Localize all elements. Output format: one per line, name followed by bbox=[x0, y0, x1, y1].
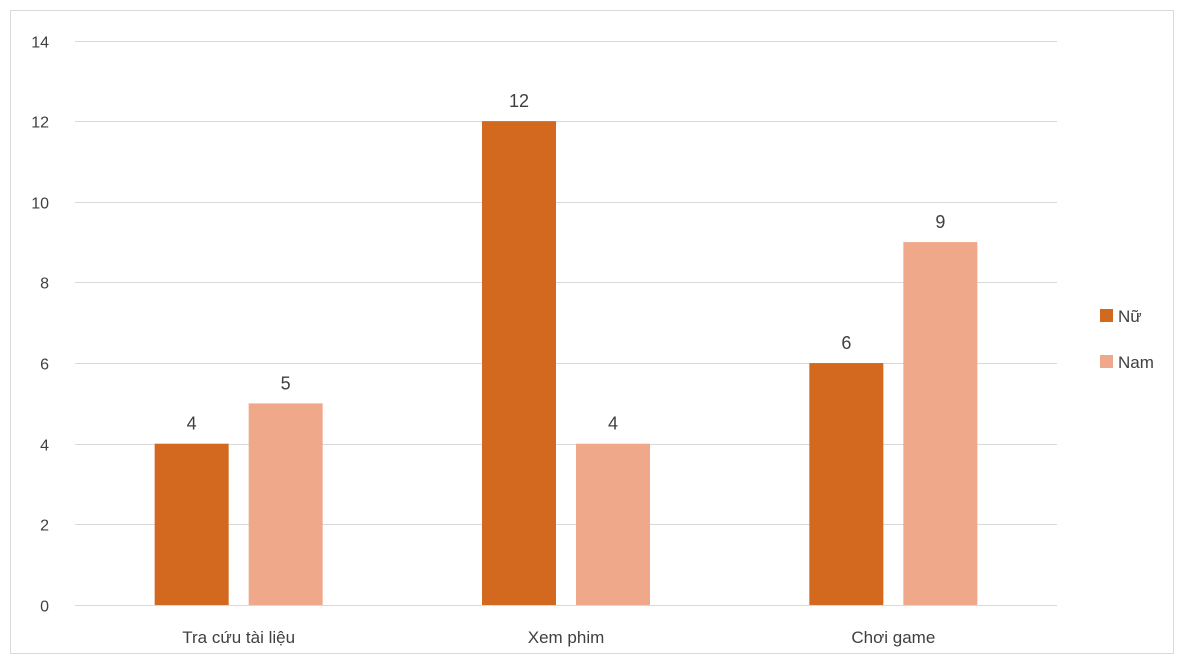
data-label: 4 bbox=[187, 414, 197, 434]
legend-label: Nữ bbox=[1118, 307, 1142, 326]
bar-nu bbox=[482, 121, 556, 605]
bar-nam bbox=[576, 444, 650, 605]
data-label: 9 bbox=[935, 212, 945, 232]
y-tick-label: 12 bbox=[31, 115, 49, 132]
legend-swatch bbox=[1100, 355, 1113, 368]
y-tick-label: 0 bbox=[40, 599, 49, 616]
y-tick-label: 14 bbox=[31, 35, 49, 52]
y-tick-label: 2 bbox=[40, 518, 49, 535]
bar-nam bbox=[249, 403, 323, 605]
y-axis-ticks: 0 2 4 6 8 10 12 14 bbox=[31, 35, 49, 616]
x-category-label: Tra cứu tài liệu bbox=[182, 628, 295, 647]
legend-swatch bbox=[1100, 309, 1113, 322]
bar-nam bbox=[903, 242, 977, 605]
x-category-label: Xem phim bbox=[528, 628, 605, 647]
data-label: 6 bbox=[841, 333, 851, 353]
data-label: 4 bbox=[608, 414, 618, 434]
legend-label: Nam bbox=[1118, 353, 1154, 372]
data-label: 5 bbox=[281, 373, 291, 393]
y-tick-label: 10 bbox=[31, 196, 49, 213]
bar-nu bbox=[809, 363, 883, 605]
x-category-label: Chơi game bbox=[851, 628, 935, 647]
bar-nu bbox=[155, 444, 229, 605]
y-tick-label: 4 bbox=[40, 438, 49, 455]
legend: Nữ Nam bbox=[1100, 307, 1154, 372]
data-label: 12 bbox=[509, 91, 529, 111]
y-tick-label: 8 bbox=[40, 276, 49, 293]
x-axis-categories: Tra cứu tài liệu Xem phim Chơi game bbox=[182, 628, 935, 647]
y-tick-label: 6 bbox=[40, 357, 49, 374]
